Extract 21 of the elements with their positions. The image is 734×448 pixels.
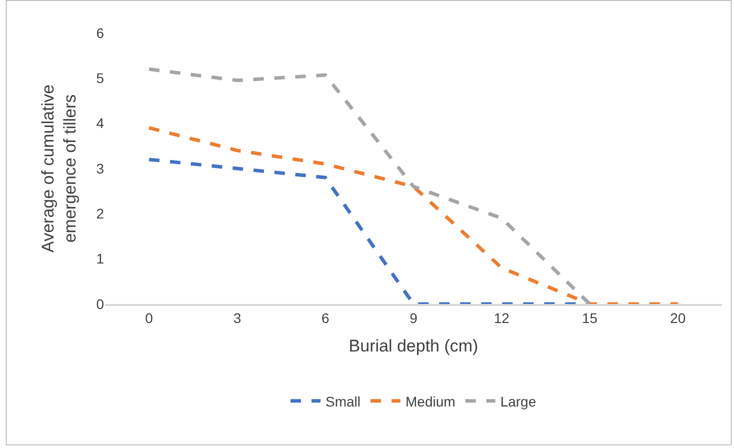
y-axis-title: Average of cumulative emergence of tillers xyxy=(38,84,80,252)
legend-label: Small xyxy=(326,393,361,410)
line-series xyxy=(147,126,680,304)
x-tick-label: 6 xyxy=(321,310,330,326)
y-tick-label: 4 xyxy=(96,115,104,132)
y-tick-label: 1 xyxy=(96,250,104,267)
x-tick-label: 9 xyxy=(410,310,418,326)
y-tick-label: 6 xyxy=(96,24,104,41)
x-axis-title: Burial depth (cm) xyxy=(348,336,478,356)
x-tick-label: 20 xyxy=(670,310,686,326)
y-tick-label: 5 xyxy=(96,70,104,86)
y-tick-label: 0 xyxy=(96,296,104,312)
y-tick-label: 3 xyxy=(96,160,104,176)
x-tick-label: 15 xyxy=(582,310,598,326)
y-tick-label: 2 xyxy=(96,206,104,222)
legend-label: Medium xyxy=(406,393,456,410)
line-series xyxy=(147,67,592,304)
x-tick-label: 3 xyxy=(233,310,242,326)
x-tick-label: 0 xyxy=(145,310,154,326)
x-tick-label: 12 xyxy=(494,310,510,326)
legend-label: Large xyxy=(500,393,536,410)
